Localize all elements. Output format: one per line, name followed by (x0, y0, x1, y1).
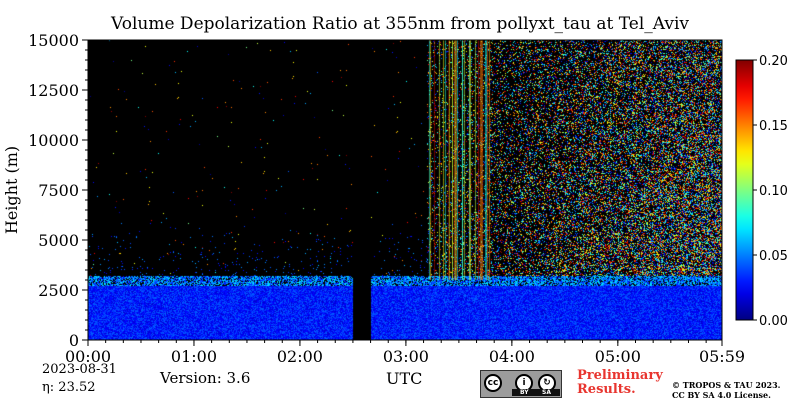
y-tick-label: 5000 (38, 231, 79, 250)
copyright-notice: © TROPOS & TAU 2023. CC BY SA 4.0 Licens… (672, 380, 780, 400)
cc-sa-label: SA (542, 389, 551, 396)
y-tick-label: 7500 (38, 181, 79, 200)
x-tick-label: 04:00 (489, 347, 535, 366)
x-tick-label: 02:00 (277, 347, 323, 366)
colorbar-tick-label: 0.00 (759, 314, 788, 329)
colorbar: 0.00 0.05 0.10 0.15 0.20 (735, 54, 788, 329)
colorbar-tick-label: 0.05 (759, 249, 788, 264)
eta-label: η: 23.52 (42, 380, 96, 395)
y-tick-label: 12500 (28, 81, 79, 100)
colorbar-tick-label: 0.20 (759, 54, 788, 69)
depolarization-heatmap (88, 40, 722, 340)
date-label: 2023-08-31 (42, 362, 117, 377)
colorbar-tick-label: 0.10 (759, 184, 788, 199)
x-tick-label: 01:00 (171, 347, 217, 366)
y-axis-label: Height (m) (2, 146, 21, 234)
chart-title: Volume Depolarization Ratio at 355nm fro… (111, 14, 689, 34)
y-tick-label: 10000 (28, 131, 79, 150)
cc-by-label: BY (520, 389, 529, 396)
copyright-line1: © TROPOS & TAU 2023. (672, 380, 781, 390)
x-tick-label: 03:00 (383, 347, 429, 366)
cc-license-badge: cc i ↻ BY SA (480, 370, 562, 398)
by-person-icon: i (515, 374, 533, 392)
y-tick-label: 15000 (28, 31, 79, 50)
y-tick-label: 2500 (38, 281, 79, 300)
preliminary-line1: Preliminary (577, 368, 663, 383)
x-tick-label: 05:00 (595, 347, 641, 366)
y-tick-label: 0 (69, 331, 79, 350)
preliminary-notice: Preliminary Results. (577, 369, 663, 397)
copyright-line2: CC BY SA 4.0 License. (672, 390, 771, 400)
preliminary-line2: Results. (577, 382, 636, 397)
plot-area (88, 40, 722, 340)
colorbar-tick-label: 0.15 (759, 119, 788, 134)
x-tick-label: 00:00 (65, 347, 111, 366)
cc-icon: cc (484, 374, 502, 392)
colorbar-gradient (735, 59, 754, 321)
version-label: Version: 3.6 (160, 369, 251, 387)
axes: 00:00 01:00 02:00 03:00 04:00 05:00 05:59 0 2500… (2, 31, 745, 366)
x-axis-label: UTC (386, 369, 423, 388)
x-tick-label: 05:59 (699, 347, 745, 366)
